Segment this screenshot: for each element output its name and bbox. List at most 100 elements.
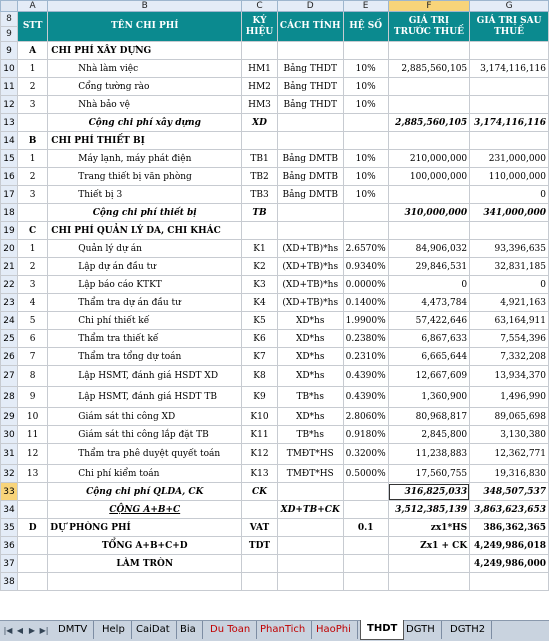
cell-gia-tri-truoc-thue[interactable]: 2,885,560,105	[387, 113, 471, 132]
cell-ky-hieu[interactable]: TB1	[241, 149, 278, 168]
row-header[interactable]: 26	[0, 347, 18, 366]
cell-gia-tri-sau-thue[interactable]: 93,396,635	[469, 239, 549, 258]
cell-gia-tri-truoc-thue[interactable]	[387, 41, 471, 60]
cell-stt[interactable]: 4	[16, 293, 49, 312]
cell-gia-tri-truoc-thue[interactable]: 57,422,646	[387, 311, 471, 330]
cell-ten-chi-phi[interactable]: Thẩm tra tổng dự toán	[47, 347, 243, 366]
cell-cach-tinh[interactable]: Bảng DMTB	[276, 185, 344, 204]
cell-stt[interactable]: 6	[16, 329, 49, 348]
cell-cach-tinh[interactable]: (XD+TB)*hs	[276, 257, 344, 276]
cell-gia-tri-truoc-thue[interactable]: 6,867,633	[387, 329, 471, 348]
cell-ky-hieu[interactable]: K6	[241, 329, 278, 348]
cell-cach-tinh[interactable]: XD*hs	[276, 347, 344, 366]
cell-gia-tri-truoc-thue[interactable]: 2,845,800	[387, 425, 471, 444]
cell-gia-tri-truoc-thue[interactable]: 4,473,784	[387, 293, 471, 312]
cell-ten-chi-phi[interactable]: Quản lý dự án	[47, 239, 243, 258]
cell-gia-tri-truoc-thue[interactable]	[387, 572, 471, 591]
cell-gia-tri-sau-thue[interactable]: 19,316,830	[469, 464, 549, 483]
cell-ten-chi-phi[interactable]: Chi phí thiết kế	[47, 311, 243, 330]
cell-gia-tri-sau-thue[interactable]: 32,831,185	[469, 257, 549, 276]
cell-stt[interactable]: 9	[16, 386, 49, 408]
cell-ten-chi-phi[interactable]	[47, 572, 243, 591]
cell-ky-hieu[interactable]: TB	[241, 203, 278, 222]
cell-stt[interactable]: D	[16, 518, 49, 537]
row-header[interactable]: 34	[0, 500, 18, 519]
cell-cach-tinh[interactable]: (XD+TB)*hs	[276, 239, 344, 258]
cell-ky-hieu[interactable]: TB2	[241, 167, 278, 186]
row-header[interactable]: 17	[0, 185, 18, 204]
cell-ten-chi-phi[interactable]: Cổng tường rào	[47, 77, 243, 96]
header-gia-tri-sau-thue[interactable]: GIÁ TRỊ SAU THUẾ	[469, 11, 549, 42]
cell-ky-hieu[interactable]: K13	[241, 464, 278, 483]
row-header[interactable]: 29	[0, 407, 18, 426]
cell-ky-hieu[interactable]	[241, 554, 278, 573]
cell-he-so[interactable]: 0.9340%	[342, 257, 389, 276]
header-cach-tinh[interactable]: CÁCH TÍNH	[276, 11, 344, 42]
row-header[interactable]: 30	[0, 425, 18, 444]
row-header[interactable]: 24	[0, 311, 18, 330]
cell-gia-tri-sau-thue[interactable]	[469, 572, 549, 591]
cell-cach-tinh[interactable]: TB*hs	[276, 386, 344, 408]
cell-ky-hieu[interactable]: K7	[241, 347, 278, 366]
cell-he-so[interactable]: 10%	[342, 59, 389, 78]
cell-he-so[interactable]	[342, 131, 389, 150]
cell-cach-tinh[interactable]	[276, 518, 344, 537]
cell-stt[interactable]: 8	[16, 365, 49, 387]
cell-ky-hieu[interactable]: TDT	[241, 536, 278, 555]
cell-gia-tri-truoc-thue[interactable]	[387, 221, 471, 240]
sheet-tab-help[interactable]: Help	[96, 621, 132, 639]
cell-gia-tri-truoc-thue[interactable]: 0	[387, 275, 471, 294]
cell-he-so[interactable]	[342, 41, 389, 60]
sheet-tab-du-toan[interactable]: Du Toan	[204, 621, 258, 639]
row-header[interactable]: 10	[0, 59, 18, 78]
cell-cach-tinh[interactable]: TB*hs	[276, 425, 344, 444]
cell-ky-hieu[interactable]: HM2	[241, 77, 278, 96]
row-header[interactable]: 20	[0, 239, 18, 258]
cell-gia-tri-truoc-thue[interactable]: 6,665,644	[387, 347, 471, 366]
cell-stt[interactable]: 12	[16, 443, 49, 465]
cell-he-so[interactable]: 0.1	[342, 518, 389, 537]
cell-ky-hieu[interactable]: CK	[241, 482, 278, 501]
cell-cach-tinh[interactable]: XD*hs	[276, 407, 344, 426]
cell-gia-tri-sau-thue[interactable]: 63,164,911	[469, 311, 549, 330]
select-all-corner[interactable]	[0, 0, 18, 12]
cell-ky-hieu[interactable]: K9	[241, 386, 278, 408]
row-header[interactable]: 21	[0, 257, 18, 276]
cell-gia-tri-truoc-thue[interactable]: 3,512,385,139	[387, 500, 471, 519]
cell-he-so[interactable]: 10%	[342, 149, 389, 168]
last-sheet-icon[interactable]: ▶|	[39, 626, 49, 635]
cell-stt[interactable]	[16, 554, 49, 573]
cell-gia-tri-sau-thue[interactable]	[469, 95, 549, 114]
row-header[interactable]: 37	[0, 554, 18, 573]
row-header[interactable]: 31	[0, 443, 18, 465]
cell-cach-tinh[interactable]: TMĐT*HS	[276, 464, 344, 483]
cell-stt[interactable]: 2	[16, 167, 49, 186]
cell-gia-tri-sau-thue[interactable]: 341,000,000	[469, 203, 549, 222]
cell-gia-tri-sau-thue[interactable]: 4,249,986,018	[469, 536, 549, 555]
cell-ky-hieu[interactable]: TB3	[241, 185, 278, 204]
cell-ten-chi-phi[interactable]: Nhà bảo vệ	[47, 95, 243, 114]
cell-ky-hieu[interactable]	[241, 572, 278, 591]
cell-gia-tri-truoc-thue[interactable]: 17,560,755	[387, 464, 471, 483]
cell-he-so[interactable]	[342, 221, 389, 240]
cell-cach-tinh[interactable]	[276, 131, 344, 150]
cell-stt[interactable]: C	[16, 221, 49, 240]
row-header[interactable]: 16	[0, 167, 18, 186]
cell-cach-tinh[interactable]: TMĐT*HS	[276, 443, 344, 465]
column-header-e[interactable]: E	[342, 0, 389, 12]
cell-ky-hieu[interactable]	[241, 500, 278, 519]
row-header[interactable]: 11	[0, 77, 18, 96]
cell-gia-tri-truoc-thue[interactable]: 80,968,817	[387, 407, 471, 426]
prev-sheet-icon[interactable]: ◀	[16, 626, 24, 635]
column-header-g[interactable]: G	[469, 0, 549, 12]
cell-ky-hieu[interactable]: K12	[241, 443, 278, 465]
row-header[interactable]: 36	[0, 536, 18, 555]
row-header[interactable]: 28	[0, 386, 18, 408]
row-header[interactable]: 22	[0, 275, 18, 294]
cell-cach-tinh[interactable]	[276, 41, 344, 60]
cell-gia-tri-truoc-thue[interactable]: 100,000,000	[387, 167, 471, 186]
cell-gia-tri-truoc-thue[interactable]: Zx1 + CK	[387, 536, 471, 555]
cell-ten-chi-phi[interactable]: Cộng chi phí QLDA, CK	[47, 482, 243, 501]
cell-ten-chi-phi[interactable]: Thẩm tra thiết kế	[47, 329, 243, 348]
cell-he-so[interactable]: 10%	[342, 95, 389, 114]
